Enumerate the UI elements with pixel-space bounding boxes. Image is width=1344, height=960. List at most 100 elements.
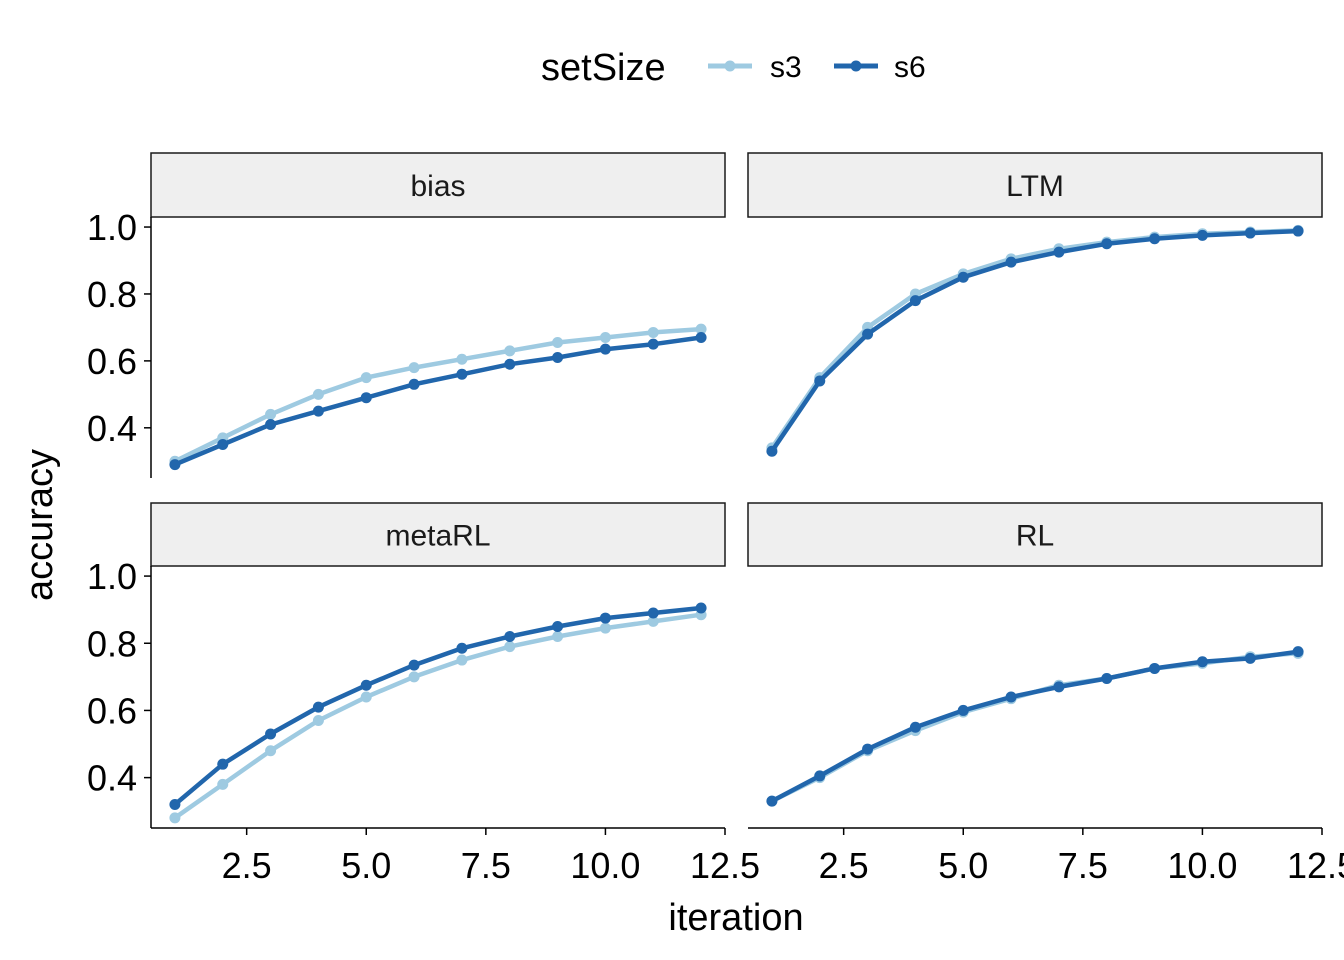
- data-point-s6: [1005, 256, 1017, 268]
- data-point-s3: [504, 345, 516, 357]
- data-point-s6: [814, 375, 826, 387]
- x-tick-label: 5.0: [341, 845, 391, 886]
- panel-LTM: LTM: [747, 152, 1323, 457]
- data-point-s6: [552, 620, 564, 632]
- series-line-s3: [769, 228, 1301, 451]
- data-point-s6: [169, 459, 181, 471]
- series-line-s6: [172, 605, 704, 807]
- y-tick-label: 0.4: [87, 408, 137, 449]
- data-point-s6: [1101, 673, 1113, 685]
- data-point-s6: [1244, 652, 1256, 664]
- legend-key-point-s3: [724, 60, 736, 72]
- data-point-s6: [766, 445, 778, 457]
- data-point-s6: [957, 704, 969, 716]
- data-point-s3: [217, 778, 229, 790]
- facet-strip-label: bias: [410, 170, 465, 203]
- y-tick-label: 0.8: [87, 274, 137, 315]
- x-tick-label: 2.5: [222, 845, 272, 886]
- y-tick-label: 0.6: [87, 341, 137, 382]
- data-point-s6: [862, 743, 874, 755]
- panel-RL: RL 2.5 5.0 7.5 10.0 12.5: [747, 502, 1344, 886]
- data-point-s3: [647, 326, 659, 338]
- y-tick-label: 0.4: [87, 758, 137, 799]
- x-tick-label: 7.5: [461, 845, 511, 886]
- legend-label-s3: s3: [770, 51, 802, 84]
- data-point-s6: [1196, 229, 1208, 241]
- facet-strip-label: metaRL: [385, 520, 490, 553]
- x-tick-label: 7.5: [1058, 845, 1108, 886]
- data-point-s6: [504, 631, 516, 643]
- data-point-s6: [265, 418, 277, 430]
- data-point-s3: [552, 631, 564, 643]
- x-tick-label: 2.5: [819, 845, 869, 886]
- facet-strip-metaRL: [150, 502, 726, 567]
- legend: setSize s3 s6: [541, 47, 926, 89]
- y-tick-label: 0.8: [87, 623, 137, 664]
- data-point-s6: [312, 405, 324, 417]
- data-point-s3: [456, 654, 468, 666]
- y-tick-label: 1.0: [87, 207, 137, 248]
- data-point-s6: [599, 612, 611, 624]
- legend-label-s6: s6: [894, 51, 926, 84]
- series-line-s3: [172, 326, 704, 464]
- x-tick-label: 12.5: [690, 845, 760, 886]
- facet-strip-label: LTM: [1006, 170, 1064, 203]
- data-point-s6: [504, 358, 516, 370]
- y-axis-title: accuracy: [19, 449, 61, 601]
- data-point-s6: [456, 642, 468, 654]
- panel-bias: bias 0.4 0.6 0.8 1.0: [87, 152, 726, 478]
- data-point-s6: [169, 798, 181, 810]
- series-line-s6: [172, 335, 704, 467]
- data-point-s3: [265, 408, 277, 420]
- data-point-s6: [265, 728, 277, 740]
- y-tick-label: 0.6: [87, 690, 137, 731]
- facet-strip-label: RL: [1016, 520, 1054, 553]
- series-line-s3: [769, 651, 1301, 804]
- legend-title: setSize: [541, 47, 666, 89]
- data-point-s3: [265, 745, 277, 757]
- data-point-s6: [456, 368, 468, 380]
- data-point-s3: [360, 372, 372, 384]
- data-point-s6: [695, 331, 707, 343]
- data-point-s3: [312, 388, 324, 400]
- data-point-s3: [695, 323, 707, 335]
- data-point-s3: [169, 812, 181, 824]
- data-point-s6: [1244, 227, 1256, 239]
- data-point-s3: [552, 336, 564, 348]
- data-point-s6: [766, 795, 778, 807]
- data-point-s6: [217, 439, 229, 451]
- legend-key-point-s6: [850, 60, 862, 72]
- data-point-s6: [862, 328, 874, 340]
- data-point-s6: [1101, 238, 1113, 250]
- x-tick-label: 10.0: [570, 845, 640, 886]
- data-point-s6: [1196, 656, 1208, 668]
- data-point-s6: [312, 701, 324, 713]
- data-point-s6: [957, 271, 969, 283]
- data-point-s6: [1149, 233, 1161, 245]
- data-point-s6: [1292, 225, 1304, 237]
- data-point-s3: [504, 641, 516, 653]
- series-line-s6: [769, 228, 1301, 454]
- data-point-s6: [647, 338, 659, 350]
- series-line-s3: [172, 612, 704, 821]
- x-tick-label: 12.5: [1287, 845, 1344, 886]
- data-point-s3: [360, 691, 372, 703]
- data-point-s6: [814, 770, 826, 782]
- y-tick-label: 1.0: [87, 556, 137, 597]
- data-point-s6: [599, 343, 611, 355]
- facet-strip-RL: [747, 502, 1323, 567]
- x-tick-label: 10.0: [1167, 845, 1237, 886]
- data-point-s6: [695, 602, 707, 614]
- data-point-s3: [456, 353, 468, 365]
- data-point-s6: [1005, 691, 1017, 703]
- data-point-s6: [1053, 246, 1065, 258]
- data-point-s3: [599, 622, 611, 634]
- data-point-s6: [552, 352, 564, 364]
- data-point-s6: [360, 679, 372, 691]
- facet-strip-bias: [150, 152, 726, 218]
- data-point-s3: [408, 362, 420, 374]
- data-point-s3: [312, 715, 324, 727]
- x-tick-label: 5.0: [938, 845, 988, 886]
- legend-entries: s3 s6: [708, 51, 926, 84]
